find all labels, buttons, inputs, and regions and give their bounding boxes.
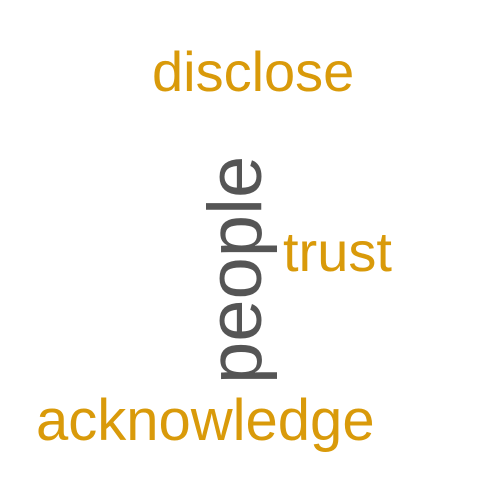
word-disclose: disclose <box>152 40 355 103</box>
word-acknowledge: acknowledge <box>36 388 375 453</box>
word-people: people <box>193 155 278 384</box>
word-trust: trust <box>283 220 392 283</box>
